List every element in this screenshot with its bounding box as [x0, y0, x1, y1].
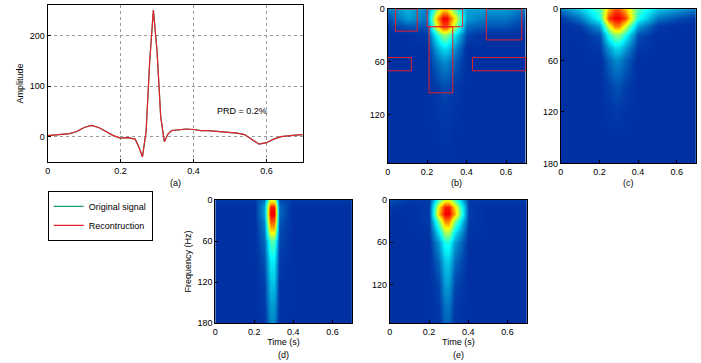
svg-text:0.4: 0.4	[187, 166, 200, 176]
svg-text:(e): (e)	[453, 350, 464, 360]
svg-text:60: 60	[375, 57, 385, 67]
svg-text:0.4: 0.4	[287, 327, 300, 337]
svg-text:180: 180	[197, 318, 212, 328]
svg-text:60: 60	[202, 236, 212, 246]
svg-text:Recontruction: Recontruction	[89, 221, 145, 231]
svg-text:0: 0	[382, 195, 387, 205]
svg-text:120: 120	[372, 280, 387, 290]
svg-text:(d): (d)	[278, 350, 289, 360]
svg-text:(c): (c)	[623, 178, 634, 188]
svg-text:0: 0	[387, 327, 392, 337]
svg-text:0: 0	[553, 4, 558, 14]
svg-text:Frequency (Hz): Frequency (Hz)	[183, 231, 193, 293]
svg-text:100: 100	[30, 81, 45, 91]
svg-text:0: 0	[213, 327, 218, 337]
svg-text:Time (s): Time (s)	[267, 337, 300, 347]
svg-text:0.2: 0.2	[423, 327, 436, 337]
svg-text:0.2: 0.2	[593, 167, 606, 177]
svg-text:0.4: 0.4	[632, 167, 645, 177]
svg-text:PRD = 0.2%: PRD = 0.2%	[217, 106, 267, 116]
svg-text:120: 120	[197, 277, 212, 287]
svg-text:60: 60	[377, 237, 387, 247]
svg-text:0: 0	[558, 167, 563, 177]
svg-text:(a): (a)	[170, 178, 181, 188]
svg-text:(b): (b)	[451, 178, 462, 188]
svg-text:0.6: 0.6	[501, 327, 514, 337]
svg-text:0.6: 0.6	[326, 327, 339, 337]
svg-text:0.4: 0.4	[462, 327, 475, 337]
svg-text:0.6: 0.6	[260, 166, 273, 176]
svg-text:0: 0	[207, 195, 212, 205]
svg-text:120: 120	[370, 110, 385, 120]
svg-text:0.6: 0.6	[671, 167, 684, 177]
svg-text:200: 200	[30, 31, 45, 41]
svg-text:180: 180	[543, 158, 558, 168]
svg-text:0.2: 0.2	[248, 327, 261, 337]
svg-text:Amplitude: Amplitude	[15, 63, 25, 103]
svg-text:0.2: 0.2	[114, 166, 127, 176]
svg-text:0: 0	[385, 167, 390, 177]
svg-text:0.2: 0.2	[421, 167, 434, 177]
svg-text:0.4: 0.4	[460, 167, 473, 177]
svg-text:0: 0	[40, 132, 45, 142]
svg-text:0: 0	[380, 4, 385, 14]
svg-text:120: 120	[543, 107, 558, 117]
svg-text:60: 60	[548, 56, 558, 66]
svg-text:0.6: 0.6	[500, 167, 513, 177]
svg-text:0: 0	[45, 166, 50, 176]
svg-text:Original signal: Original signal	[89, 202, 146, 212]
svg-text:Time (s): Time (s)	[442, 337, 475, 347]
